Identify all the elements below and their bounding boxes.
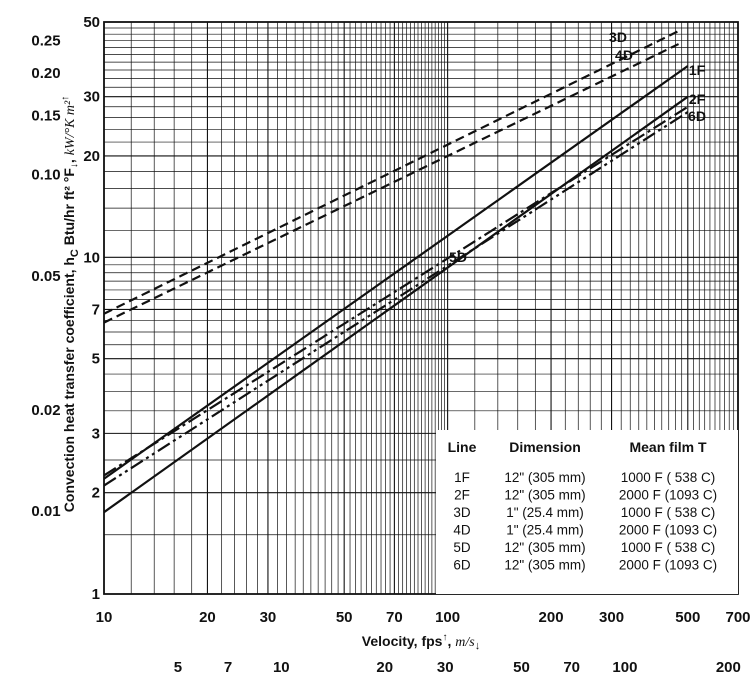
y-secondary-tick-label: 0.05: [31, 268, 60, 285]
y-tick-label: 20: [83, 148, 100, 165]
y-tick-label: 1: [92, 586, 100, 603]
x-tick-label: 300: [599, 609, 624, 626]
legend-cell: 2F: [454, 488, 470, 503]
x-tick-label: 70: [386, 609, 403, 626]
x-axis-label: Velocity, fps↑, m/s↓: [362, 632, 480, 652]
legend-cell: 1000 F ( 538 C): [621, 470, 716, 485]
x-tick-label: 200: [539, 609, 564, 626]
y-secondary-tick-label: 0.10: [31, 167, 60, 184]
legend-cell: 12" (305 mm): [504, 470, 585, 485]
series-line-2f: [103, 95, 689, 514]
legend-cell: 12" (305 mm): [504, 488, 585, 503]
x-tick-label: 10: [96, 609, 113, 626]
series-label-3d: 3D: [609, 29, 627, 45]
y-tick-label: 7: [92, 301, 100, 318]
x-secondary-tick-label: 100: [612, 659, 637, 676]
y-secondary-tick-label: 0.20: [31, 65, 60, 82]
x-secondary-tick-label: 10: [273, 659, 290, 676]
x-tick-label: 500: [675, 609, 700, 626]
x-secondary-tick-label: 30: [437, 659, 454, 676]
y-secondary-tick-label: 0.15: [31, 107, 60, 124]
x-secondary-tick-label: 200: [716, 659, 741, 676]
x-tick-label: 100: [435, 609, 460, 626]
legend-background: [436, 430, 738, 594]
x-tick-label: 50: [336, 609, 353, 626]
x-secondary-tick-label: 5: [174, 659, 182, 676]
legend-cell: 2000 F (1093 C): [619, 488, 717, 503]
plot-frame: [103, 21, 739, 595]
series-label-6d: 6D: [688, 108, 706, 124]
legend-cell: 1000 F ( 538 C): [621, 540, 716, 555]
legend-cell: 6D: [453, 558, 471, 573]
y-tick-label: 3: [92, 425, 100, 442]
series-label-4d: 4D: [615, 47, 633, 63]
x-secondary-tick-label: 7: [224, 659, 232, 676]
legend-cell: 2000 F (1093 C): [619, 558, 717, 573]
legend-cell: 3D: [453, 505, 471, 520]
series-line-3d: [103, 30, 680, 315]
x-tick-label: 30: [260, 609, 277, 626]
x-secondary-tick-label: 50: [513, 659, 530, 676]
legend-cell: 1F: [454, 470, 470, 485]
legend-header: Line: [448, 439, 477, 455]
y-tick-label: 30: [83, 89, 100, 106]
y-tick-label: 50: [83, 14, 100, 31]
legend-cell: 1000 F ( 538 C): [621, 505, 716, 520]
series-label-1f: 1F: [689, 62, 706, 78]
series-line-1f: [103, 65, 689, 480]
legend-cell: 4D: [453, 523, 471, 538]
legend-cell: 1" (25.4 mm): [506, 505, 584, 520]
legend: Line Dimension Mean film T 1F 12" (305 mm) 10…: [436, 430, 738, 594]
x-secondary-tick-label: 70: [563, 659, 580, 676]
y-tick-label: 5: [92, 351, 100, 368]
y-axis-label: Convection heat transfer coefficient, hC…: [60, 96, 81, 512]
legend-cell: 1" (25.4 mm): [506, 523, 584, 538]
y-secondary-tick-label: 0.25: [31, 33, 60, 50]
x-tick-label: 700: [725, 609, 750, 626]
y-tick-label: 10: [83, 249, 100, 266]
x-secondary-tick-label: 20: [376, 659, 393, 676]
legend-cell: 2000 F (1093 C): [619, 523, 717, 538]
series-label-5d: 5D: [449, 249, 467, 265]
series-line-6d: [103, 111, 689, 487]
grid-lines: [103, 21, 739, 595]
legend-header: Dimension: [509, 439, 581, 455]
legend-cell: 12" (305 mm): [504, 540, 585, 555]
series-line-4d: [103, 43, 680, 324]
y-secondary-tick-label: 0.02: [31, 402, 60, 419]
series-label-2f: 2F: [689, 91, 706, 107]
legend-cell: 12" (305 mm): [504, 558, 585, 573]
y-tick-label: 2: [92, 485, 100, 502]
series-line-5d: [103, 105, 689, 477]
legend-header: Mean film T: [629, 439, 706, 455]
legend-cell: 5D: [453, 540, 471, 555]
x-tick-label: 20: [199, 609, 216, 626]
y-secondary-tick-label: 0.01: [31, 503, 60, 520]
